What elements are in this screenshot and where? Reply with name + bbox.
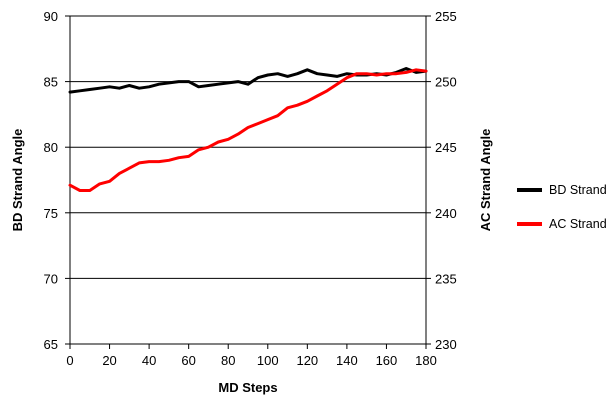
legend-item-ac-strand: AC Strand — [517, 217, 607, 231]
y-left-tick-label: 70 — [44, 271, 58, 286]
x-tick-label: 100 — [257, 353, 279, 368]
plot-frame — [69, 16, 427, 345]
y-right-tick-label: 250 — [435, 75, 457, 90]
y-left-tick-label: 65 — [44, 337, 58, 352]
x-tick-label: 0 — [66, 353, 73, 368]
x-tick-label: 80 — [221, 353, 235, 368]
y-right-axis-title: AC Strand Angle — [478, 129, 493, 232]
legend-item-bd-strand: BD Strand — [517, 183, 607, 197]
y-left-tick-label: 90 — [44, 9, 58, 24]
y-right-tick-label: 240 — [435, 206, 457, 221]
x-tick-label: 60 — [181, 353, 195, 368]
y-right-tick-label: 245 — [435, 140, 457, 155]
series-line-bd-strand — [68, 67, 428, 94]
y-right-tick-label: 230 — [435, 337, 457, 352]
legend-label-bd-strand: BD Strand — [549, 183, 607, 197]
x-tick-label: 140 — [336, 353, 358, 368]
y-left-ticks: 65 70 75 80 85 90 — [44, 9, 70, 352]
y-left-tick-label: 80 — [44, 140, 58, 155]
x-tick-label: 160 — [376, 353, 398, 368]
y-right-ticks: 230 235 240 245 250 255 — [426, 9, 457, 352]
y-right-tick-label: 235 — [435, 271, 457, 286]
grid-lines — [70, 15, 426, 345]
x-axis-title: MD Steps — [218, 380, 277, 395]
y-left-axis-title: BD Strand Angle — [10, 129, 25, 232]
series-line-ac-strand — [68, 68, 428, 192]
legend: BD Strand AC Strand — [517, 183, 607, 231]
x-tick-label: 120 — [296, 353, 318, 368]
x-tick-label: 20 — [102, 353, 116, 368]
x-tick-label: 180 — [415, 353, 437, 368]
y-left-tick-label: 85 — [44, 75, 58, 90]
series-layer — [68, 67, 428, 192]
x-tick-label: 40 — [142, 353, 156, 368]
y-left-tick-label: 75 — [44, 206, 58, 221]
y-right-tick-label: 255 — [435, 9, 457, 24]
x-ticks: 0 20 40 60 80 100 120 140 160 180 — [66, 344, 437, 368]
legend-label-ac-strand: AC Strand — [549, 217, 607, 231]
